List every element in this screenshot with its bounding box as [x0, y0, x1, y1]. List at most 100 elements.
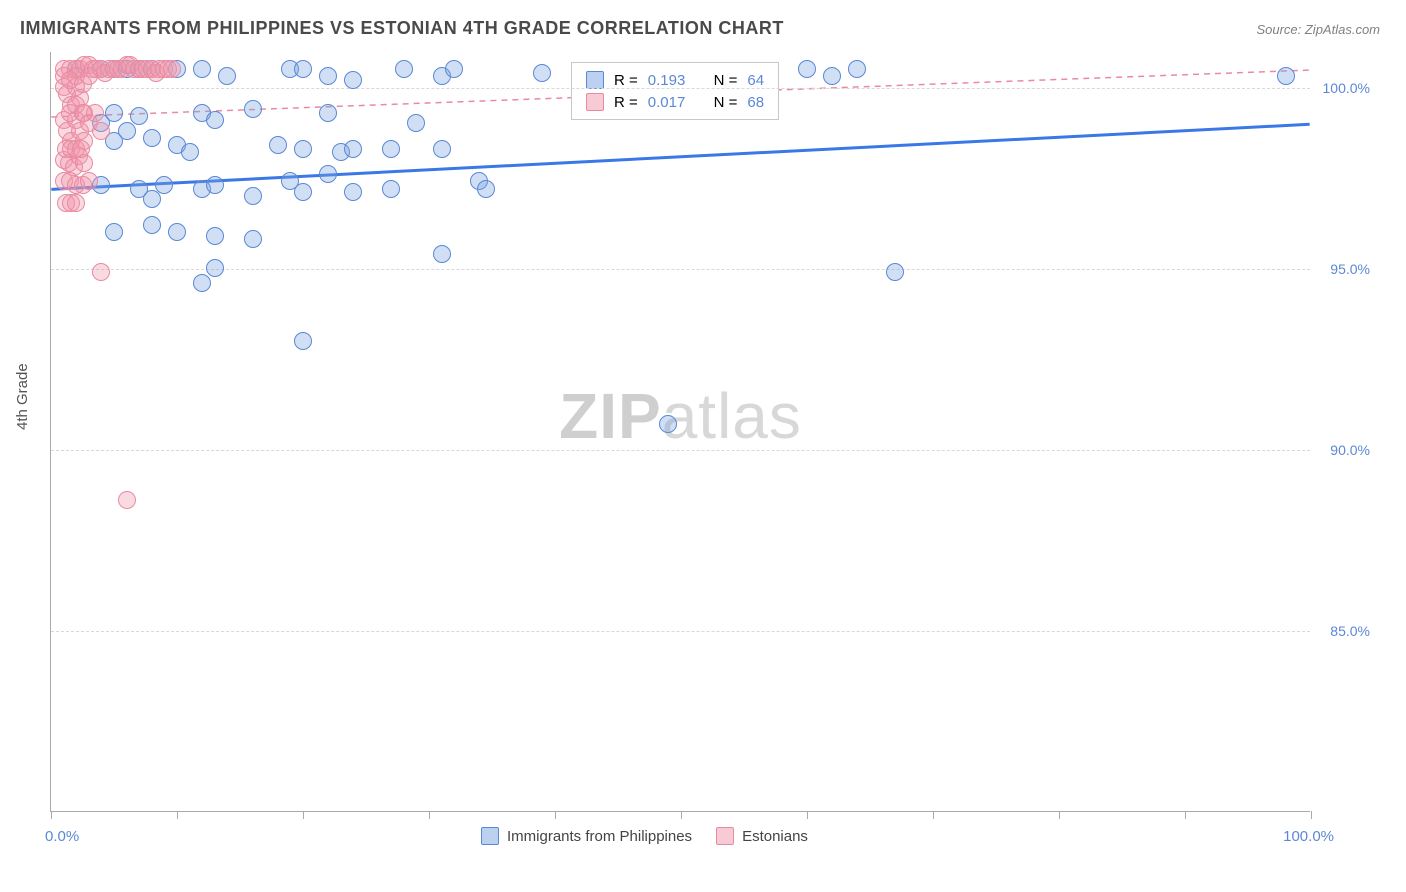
y-tick-label: 85.0%: [1330, 623, 1370, 639]
data-point: [1277, 67, 1295, 85]
y-tick-label: 95.0%: [1330, 261, 1370, 277]
data-point: [659, 415, 677, 433]
data-point: [206, 176, 224, 194]
data-point: [382, 180, 400, 198]
x-tick: [1185, 811, 1186, 819]
y-tick-label: 90.0%: [1330, 442, 1370, 458]
x-tick: [177, 811, 178, 819]
y-axis-title: 4th Grade: [14, 363, 31, 430]
data-point: [80, 172, 98, 190]
data-point: [477, 180, 495, 198]
data-point: [206, 111, 224, 129]
n-value-blue: 64: [747, 72, 764, 89]
gridline: [51, 88, 1310, 89]
data-point: [105, 104, 123, 122]
swatch-blue-icon: [481, 827, 499, 845]
y-tick-label: 100.0%: [1323, 80, 1370, 96]
data-point: [294, 332, 312, 350]
data-point: [382, 140, 400, 158]
gridline: [51, 631, 1310, 632]
data-point: [244, 100, 262, 118]
data-point: [118, 491, 136, 509]
data-point: [193, 274, 211, 292]
data-point: [193, 60, 211, 78]
data-point: [269, 136, 287, 154]
data-point: [72, 140, 90, 158]
data-point: [163, 60, 181, 78]
r-label: R =: [614, 94, 638, 111]
x-max-label: 100.0%: [1283, 828, 1334, 845]
gridline: [51, 269, 1310, 270]
trend-lines: [51, 52, 1310, 811]
watermark-atlas: atlas: [662, 380, 802, 452]
data-point: [319, 104, 337, 122]
chart-title: IMMIGRANTS FROM PHILIPPINES VS ESTONIAN …: [20, 18, 784, 39]
x-tick: [681, 811, 682, 819]
data-point: [344, 71, 362, 89]
data-point: [886, 263, 904, 281]
data-point: [118, 122, 136, 140]
data-point: [294, 140, 312, 158]
data-point: [244, 230, 262, 248]
data-point: [105, 223, 123, 241]
watermark: ZIPatlas: [559, 379, 802, 453]
data-point: [407, 114, 425, 132]
data-point: [92, 122, 110, 140]
r-value-pink: 0.017: [648, 94, 686, 111]
data-point: [798, 60, 816, 78]
data-point: [80, 67, 98, 85]
n-label: N =: [714, 94, 738, 111]
x-tick: [1059, 811, 1060, 819]
data-point: [155, 176, 173, 194]
data-point: [67, 194, 85, 212]
swatch-blue-icon: [586, 71, 604, 89]
x-tick: [51, 811, 52, 819]
data-point: [168, 223, 186, 241]
legend-item-pink: Estonians: [716, 827, 808, 845]
stats-row-pink: R = 0.017 N = 68: [586, 91, 764, 113]
x-tick: [1311, 811, 1312, 819]
r-value-blue: 0.193: [648, 72, 686, 89]
data-point: [143, 216, 161, 234]
data-point: [143, 190, 161, 208]
data-point: [244, 187, 262, 205]
stats-legend: R = 0.193 N = 64 R = 0.017 N = 68: [571, 62, 779, 120]
x-tick: [807, 811, 808, 819]
data-point: [433, 140, 451, 158]
data-point: [294, 60, 312, 78]
data-point: [344, 140, 362, 158]
r-label: R =: [614, 72, 638, 89]
data-point: [445, 60, 463, 78]
plot-area: ZIPatlas R = 0.193 N = 64 R = 0.017 N = …: [50, 52, 1310, 812]
data-point: [206, 259, 224, 277]
data-point: [319, 67, 337, 85]
data-point: [848, 60, 866, 78]
data-point: [294, 183, 312, 201]
data-point: [319, 165, 337, 183]
x-min-label: 0.0%: [45, 828, 79, 845]
data-point: [823, 67, 841, 85]
data-point: [181, 143, 199, 161]
legend-label-pink: Estonians: [742, 828, 808, 845]
data-point: [130, 107, 148, 125]
gridline: [51, 450, 1310, 451]
swatch-pink-icon: [716, 827, 734, 845]
legend-item-blue: Immigrants from Philippines: [481, 827, 692, 845]
swatch-pink-icon: [586, 93, 604, 111]
data-point: [86, 104, 104, 122]
watermark-zip: ZIP: [559, 380, 662, 452]
source-label: Source: ZipAtlas.com: [1256, 22, 1380, 37]
data-point: [92, 263, 110, 281]
x-tick: [429, 811, 430, 819]
data-point: [344, 183, 362, 201]
series-legend: Immigrants from Philippines Estonians: [481, 827, 808, 845]
data-point: [533, 64, 551, 82]
x-tick: [555, 811, 556, 819]
trend-line: [51, 124, 1309, 189]
n-value-pink: 68: [747, 94, 764, 111]
data-point: [395, 60, 413, 78]
n-label: N =: [714, 72, 738, 89]
data-point: [218, 67, 236, 85]
data-point: [206, 227, 224, 245]
data-point: [143, 129, 161, 147]
